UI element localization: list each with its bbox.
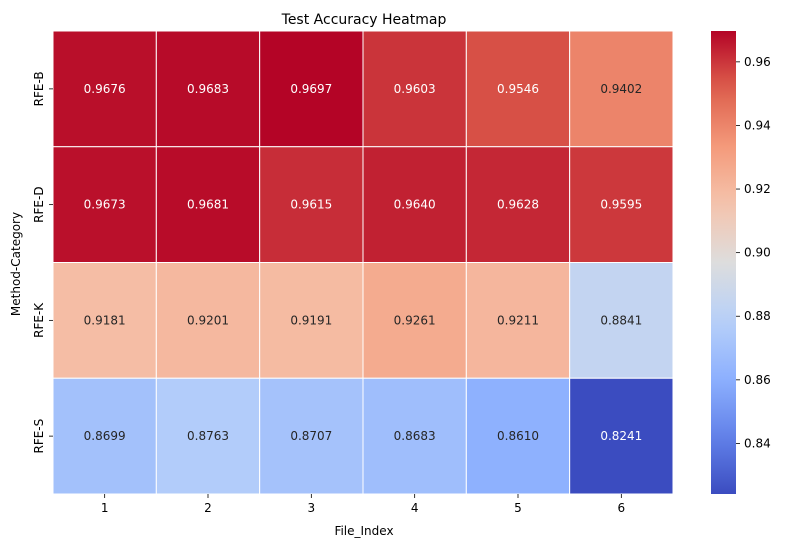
heatmap-cell-value: 0.9697 (290, 82, 332, 96)
heatmap-cell (569, 377, 674, 495)
heatmap-cell (155, 377, 261, 495)
y-axis-ticks: RFE-B RFE-D RFE-K RFE-S (32, 71, 53, 454)
heatmap-cell-value: 0.9261 (394, 313, 436, 327)
heatmap-cell (569, 146, 674, 263)
heatmap-cell-value: 0.9676 (84, 82, 126, 96)
heatmap-cell (362, 262, 467, 379)
x-axis-label: File_Index (334, 524, 393, 538)
heatmap-cell-value: 0.8241 (600, 429, 642, 443)
heatmap-cell-value: 0.9402 (600, 82, 642, 96)
colorbar-tick-label: 0.84 (744, 436, 771, 450)
heatmap-cell (259, 30, 364, 148)
heatmap-cell-value: 0.8699 (84, 429, 126, 443)
colorbar-gradient (711, 31, 736, 494)
heatmap-cell-labels: 0.9676 0.9683 0.9697 0.9603 0.9546 0.9402 0.96… (84, 82, 643, 443)
x-axis-ticks: 1 2 3 4 5 6 (101, 494, 625, 515)
heatmap-cell-value: 0.9603 (394, 82, 436, 96)
colorbar-tick-label: 0.96 (744, 55, 771, 69)
heatmap-cell (155, 30, 261, 148)
heatmap-cell-value: 0.9546 (497, 82, 539, 96)
heatmap-cell (362, 377, 467, 495)
colorbar: 0.84 0.86 0.88 0.90 0.92 0.94 0.96 (711, 31, 771, 494)
heatmap-cell-value: 0.9191 (290, 313, 332, 327)
y-tick-label: RFE-K (32, 302, 46, 338)
heatmap-cell-value: 0.8841 (600, 313, 642, 327)
heatmap-cell (465, 262, 571, 379)
heatmap-cell (52, 30, 157, 148)
y-tick-label: RFE-B (32, 71, 46, 106)
heatmap-cell (155, 146, 261, 263)
x-tick-label: 2 (204, 501, 212, 515)
heatmap-cell (569, 30, 674, 148)
heatmap-cell (465, 377, 571, 495)
heatmap-cell (362, 30, 467, 148)
y-axis-label: Method-Category (9, 212, 23, 316)
x-tick-label: 3 (308, 501, 316, 515)
heatmap-cell (569, 262, 674, 379)
heatmap-cell (362, 146, 467, 263)
x-tick-label: 6 (618, 501, 626, 515)
colorbar-tick-label: 0.88 (744, 309, 771, 323)
y-tick-label: RFE-D (32, 186, 46, 222)
x-tick-label: 5 (514, 501, 522, 515)
colorbar-tick-label: 0.92 (744, 182, 771, 196)
heatmap-cell-value: 0.9681 (187, 198, 229, 212)
heatmap-cell-value: 0.9595 (600, 198, 642, 212)
heatmap-cell-value: 0.9640 (394, 198, 436, 212)
colorbar-tick-label: 0.94 (744, 118, 771, 132)
x-tick-label: 1 (101, 501, 109, 515)
colorbar-tick-label: 0.90 (744, 246, 771, 260)
heatmap-cell-value: 0.9211 (497, 313, 539, 327)
y-tick-label: RFE-S (32, 419, 46, 454)
heatmap-cell-value: 0.8763 (187, 429, 229, 443)
heatmap-cell-value: 0.8683 (394, 429, 436, 443)
heatmap-cell (155, 262, 261, 379)
heatmap-cell (259, 377, 364, 495)
heatmap-cell-value: 0.8610 (497, 429, 539, 443)
heatmap-cell-value: 0.9673 (84, 198, 126, 212)
x-tick-label: 4 (411, 501, 419, 515)
chart-title: Test Accuracy Heatmap (281, 12, 447, 28)
heatmap-cell-value: 0.9683 (187, 82, 229, 96)
heatmap-cell (259, 262, 364, 379)
heatmap-cell-value: 0.8707 (290, 429, 332, 443)
heatmap-cell-value: 0.9615 (290, 198, 332, 212)
heatmap-cell-value: 0.9181 (84, 313, 126, 327)
heatmap-cell-value: 0.9628 (497, 198, 539, 212)
colorbar-tick-label: 0.86 (744, 373, 771, 387)
heatmap-cell (52, 262, 157, 379)
heatmap-cells (52, 30, 674, 495)
heatmap-cell (52, 377, 157, 495)
heatmap-cell-value: 0.9201 (187, 313, 229, 327)
heatmap-cell (465, 30, 571, 148)
